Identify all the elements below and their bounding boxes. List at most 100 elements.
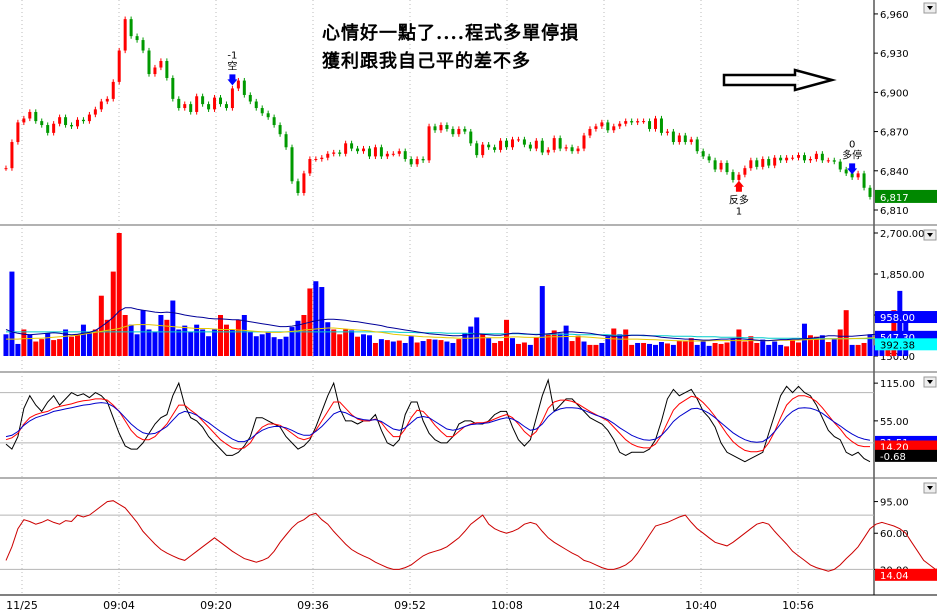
candle-body bbox=[40, 121, 44, 126]
candle-body bbox=[707, 156, 711, 161]
volume-bar bbox=[361, 334, 367, 356]
volume-bar bbox=[641, 342, 647, 356]
stochastic-value-label: -0.68 bbox=[880, 452, 906, 463]
volume-bar bbox=[247, 331, 253, 356]
candle-body bbox=[612, 126, 616, 131]
candle-body bbox=[743, 168, 747, 175]
volume-bar bbox=[432, 339, 438, 356]
candle-body bbox=[487, 144, 491, 148]
volume-bar bbox=[343, 329, 349, 356]
volume-bar bbox=[509, 338, 515, 356]
signal-label: 1 bbox=[736, 207, 742, 218]
candle-body bbox=[397, 151, 401, 154]
volume-bar bbox=[212, 329, 218, 356]
candle-body bbox=[814, 153, 818, 160]
volume-bar bbox=[265, 331, 271, 356]
candle-body bbox=[28, 111, 32, 119]
chevron-down-icon bbox=[927, 380, 933, 384]
volume-bar bbox=[444, 341, 450, 356]
volume-bar bbox=[301, 315, 307, 356]
candle-body bbox=[695, 139, 699, 152]
candle-body bbox=[522, 139, 526, 145]
volume-bar bbox=[218, 315, 223, 356]
candle-body bbox=[564, 147, 568, 149]
volume-bar bbox=[504, 319, 510, 356]
volume-bar bbox=[867, 334, 873, 356]
y-tick-label: 150.00 bbox=[880, 352, 915, 363]
candle-body bbox=[320, 157, 324, 160]
candle-body bbox=[475, 143, 479, 156]
volume-bar bbox=[194, 324, 200, 356]
candle-body bbox=[242, 80, 246, 95]
volume-bar bbox=[658, 342, 664, 356]
volume-bar bbox=[760, 339, 766, 356]
annotation-arrow-icon bbox=[722, 68, 837, 92]
candle-body bbox=[10, 142, 14, 169]
candle-body bbox=[582, 135, 586, 149]
candle-body bbox=[654, 118, 657, 129]
volume-bar bbox=[241, 315, 247, 356]
volume-bar bbox=[766, 344, 772, 356]
candle-body bbox=[177, 98, 181, 109]
candle-body bbox=[499, 140, 503, 150]
candle-body bbox=[165, 60, 169, 78]
volume-bar bbox=[74, 334, 80, 356]
candle-body bbox=[332, 152, 336, 154]
volume-bar bbox=[3, 334, 9, 356]
candle-body bbox=[451, 128, 455, 135]
candle-body bbox=[820, 153, 824, 161]
candle-body bbox=[123, 19, 127, 51]
volume-bar bbox=[414, 342, 420, 356]
volume-bar bbox=[790, 340, 796, 356]
candle-body bbox=[296, 181, 300, 194]
x-tick-label: 10:56 bbox=[782, 599, 814, 612]
candle-body bbox=[64, 117, 68, 126]
candle-body bbox=[516, 139, 520, 141]
volume-bar bbox=[110, 271, 116, 356]
volume-bar bbox=[521, 342, 527, 356]
x-tick-label: 09:04 bbox=[103, 599, 135, 612]
volume-bar bbox=[772, 341, 778, 356]
candle-body bbox=[344, 143, 348, 154]
candle-body bbox=[367, 148, 371, 157]
volume-bar bbox=[527, 344, 533, 356]
volume-value-label: 392.38 bbox=[880, 340, 915, 351]
candle-body bbox=[213, 97, 217, 110]
candle-body bbox=[761, 159, 765, 167]
candle-body bbox=[445, 125, 449, 129]
candle-body bbox=[117, 50, 121, 82]
candle-body bbox=[546, 149, 550, 153]
candle-body bbox=[248, 94, 252, 102]
volume-bar bbox=[229, 329, 235, 356]
candle-body bbox=[129, 19, 133, 37]
candle-body bbox=[600, 122, 604, 127]
volume-bar bbox=[259, 334, 265, 356]
candle-body bbox=[58, 117, 62, 124]
x-tick-label: 09:20 bbox=[200, 599, 232, 612]
volume-bar bbox=[122, 315, 128, 356]
volume-bar bbox=[581, 341, 587, 356]
candle-body bbox=[779, 157, 783, 161]
candle-body bbox=[719, 162, 723, 170]
signal-label: 反多 bbox=[729, 194, 749, 207]
volume-bar bbox=[664, 343, 670, 356]
signal-label: -1 bbox=[227, 50, 237, 61]
volume-bar bbox=[408, 336, 414, 356]
volume-bar bbox=[92, 329, 98, 356]
sell-arrow-icon bbox=[847, 163, 858, 175]
volume-bar bbox=[426, 339, 432, 356]
volume-bar bbox=[462, 333, 468, 356]
volume-bar bbox=[629, 344, 635, 356]
candle-body bbox=[671, 131, 675, 143]
candle-body bbox=[159, 60, 163, 68]
volume-bar bbox=[825, 342, 831, 356]
volume-bar bbox=[366, 335, 372, 356]
candle-body bbox=[183, 104, 187, 109]
volume-bar bbox=[378, 339, 384, 356]
y-tick-label: 1,850.00 bbox=[880, 270, 925, 281]
x-tick-label: 09:52 bbox=[394, 599, 426, 612]
sell-arrow-icon bbox=[227, 74, 238, 86]
candle-body bbox=[844, 169, 848, 174]
volume-bar bbox=[69, 336, 75, 356]
